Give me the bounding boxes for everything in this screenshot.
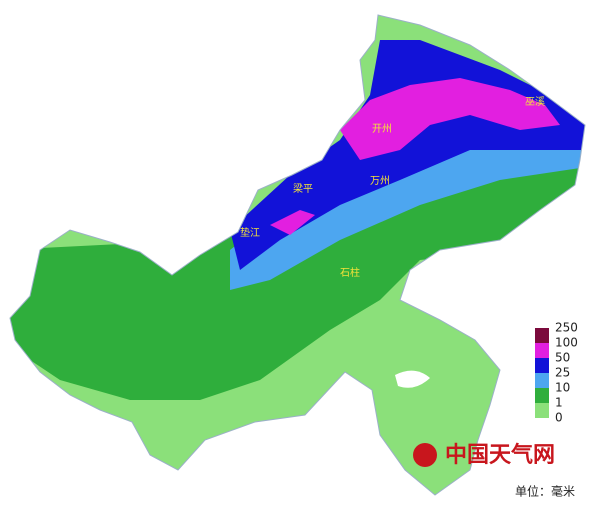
area-white — [395, 370, 430, 388]
legend-swatch — [535, 373, 549, 388]
seal — [413, 443, 437, 467]
legend-label: 50 — [555, 351, 570, 365]
place-label: 垫江 — [240, 226, 260, 239]
area-magenta — [340, 78, 560, 160]
legend-label: 1 — [555, 396, 563, 410]
place-label: 石柱 — [340, 266, 360, 279]
area-lightblue — [230, 130, 585, 290]
legend-label: 0 — [555, 411, 563, 425]
legend-label: 100 — [555, 336, 578, 350]
legend-label: 250 — [555, 321, 578, 335]
place-label: 万州 — [370, 175, 390, 187]
watermark: 中国天气网 — [445, 442, 555, 468]
area-green — [10, 140, 585, 400]
unit-label: 单位：毫米 — [515, 484, 575, 499]
legend-label: 25 — [555, 366, 570, 380]
legend-swatch — [535, 343, 549, 358]
place-label: 梁平 — [293, 182, 313, 195]
legend-label: 10 — [555, 381, 570, 395]
legend-swatch — [535, 403, 549, 418]
legend-swatch — [535, 388, 549, 403]
legend-swatch — [535, 358, 549, 373]
area-magenta — [270, 210, 315, 235]
legend-swatch — [535, 328, 549, 343]
place-label: 巫溪 — [525, 96, 545, 108]
place-label: 开州 — [372, 123, 392, 135]
